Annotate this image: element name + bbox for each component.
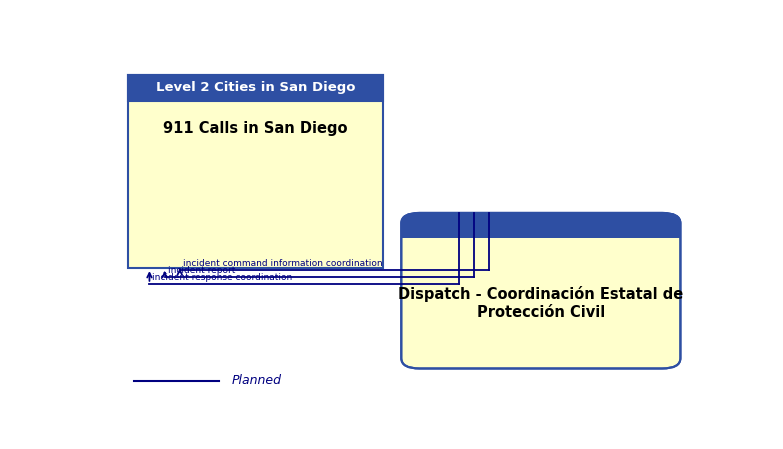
Text: incident response coordination: incident response coordination — [153, 273, 293, 282]
Text: incident command information coordination: incident command information coordinatio… — [183, 259, 382, 268]
Text: incident report: incident report — [168, 266, 235, 275]
Text: 911 Calls in San Diego: 911 Calls in San Diego — [164, 121, 348, 136]
Text: Planned: Planned — [232, 374, 281, 387]
FancyBboxPatch shape — [402, 213, 680, 369]
Bar — [128, 75, 383, 268]
Text: Level 2 Cities in San Diego: Level 2 Cities in San Diego — [156, 81, 355, 94]
Bar — [402, 224, 680, 238]
Bar — [128, 75, 383, 101]
Text: Dispatch - Coordinación Estatal de
Protección Civil: Dispatch - Coordinación Estatal de Prote… — [399, 286, 684, 320]
FancyBboxPatch shape — [402, 213, 680, 238]
